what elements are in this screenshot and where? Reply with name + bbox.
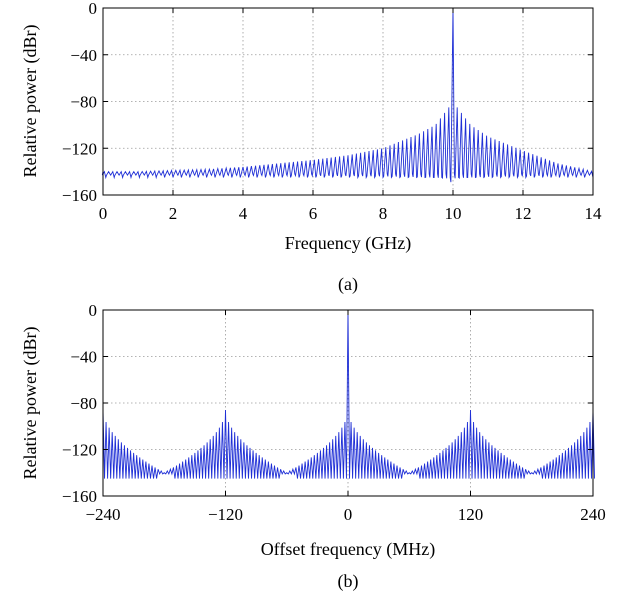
panel-b: −240 −120 0 120 240 0 −40 −80 −120 −160 Offset f… — [20, 301, 606, 592]
y-tick-labels: 0 −40 −80 −120 −160 — [62, 0, 97, 205]
x-tick-label: 8 — [379, 204, 388, 223]
x-tick-label: 10 — [445, 204, 462, 223]
y-axis-label: Relative power (dBr) — [20, 25, 41, 178]
x-tick-label: 6 — [309, 204, 318, 223]
y-tick-label: −40 — [70, 348, 97, 367]
y-tick-label: 0 — [89, 301, 98, 320]
x-axis-label: Frequency (GHz) — [285, 233, 411, 254]
series-line-path — [102, 309, 595, 479]
x-tick-label: 2 — [169, 204, 178, 223]
x-tick-label: 4 — [239, 204, 248, 223]
series-line-path — [101, 7, 594, 183]
y-tick-labels: 0 −40 −80 −120 −160 — [62, 301, 97, 506]
x-tick-labels: −240 −120 0 120 240 — [85, 505, 605, 524]
tick-marks — [102, 309, 594, 497]
panel-caption: (a) — [338, 274, 358, 295]
x-tick-label: 12 — [515, 204, 532, 223]
tick-marks — [102, 7, 594, 196]
x-tick-label: 14 — [585, 204, 603, 223]
x-tick-label: −240 — [85, 505, 120, 524]
x-axis-label: Offset frequency (MHz) — [261, 539, 436, 560]
y-tick-label: 0 — [89, 0, 98, 18]
x-tick-labels: 0 2 4 6 8 10 12 14 — [99, 204, 602, 223]
series-line — [101, 7, 594, 183]
x-tick-label: 120 — [458, 505, 484, 524]
y-tick-label: −40 — [70, 46, 97, 65]
y-tick-label: −80 — [70, 93, 97, 112]
y-tick-label: −120 — [62, 139, 97, 158]
y-tick-label: −160 — [62, 487, 97, 506]
y-tick-label: −160 — [62, 186, 97, 205]
x-tick-label: 0 — [344, 505, 353, 524]
y-axis-label: Relative power (dBr) — [20, 327, 41, 480]
panel-a: 0 2 4 6 8 10 12 14 0 −40 −80 −120 −160 Frequency (G… — [20, 0, 602, 295]
x-tick-label: −120 — [208, 505, 243, 524]
x-tick-label: 240 — [580, 505, 606, 524]
series-line — [102, 309, 595, 479]
y-tick-label: −120 — [62, 441, 97, 460]
grid — [103, 8, 593, 195]
x-tick-label: 0 — [99, 204, 108, 223]
panel-caption: (b) — [338, 571, 359, 592]
y-tick-label: −80 — [70, 394, 97, 413]
